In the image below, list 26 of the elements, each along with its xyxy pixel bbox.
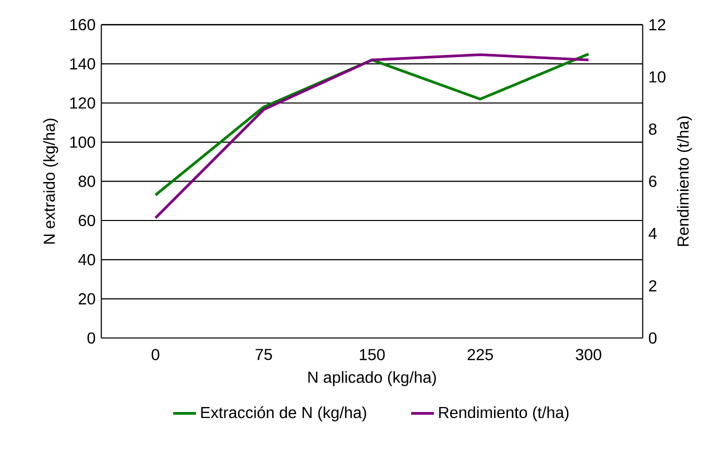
y2-tick-label: 6 (649, 176, 656, 187)
y-tick-label: 60 (78, 214, 96, 226)
legend-label: Rendimiento (t/ha) (439, 406, 568, 422)
x-tick-label: 300 (576, 348, 602, 360)
y2-tick-label: 12 (649, 19, 666, 30)
y2-tick-label: 0 (648, 332, 657, 344)
y2-tick-label: 8 (648, 123, 656, 135)
y2-axis-title: Rendimiento (t/ha) (677, 116, 692, 246)
y2-tick-label: 10 (649, 71, 666, 83)
y-tick-label: 20 (78, 293, 96, 304)
y2-tick-label: 2 (649, 280, 656, 292)
x-tick-label: 75 (256, 348, 272, 360)
x-tick-label: 225 (468, 348, 493, 360)
y-tick-label: 120 (70, 97, 96, 109)
y-tick-label: 40 (78, 254, 96, 266)
y-tick-label: 0 (87, 332, 96, 344)
y-tick-label: 100 (70, 136, 96, 148)
legend-label: Extracción de N (kg/ha) (201, 406, 366, 422)
x-tick-label: 150 (360, 348, 385, 360)
y-tick-label: 160 (70, 19, 96, 30)
y-tick-label: 80 (78, 176, 96, 187)
x-tick-label: 0 (152, 348, 160, 360)
x-axis-title: N aplicado (kg/ha) (308, 371, 436, 386)
y-tick-label: 140 (70, 58, 96, 70)
y2-tick-label: 4 (648, 228, 657, 240)
y-axis-title: N extraido (kg/ha) (43, 118, 58, 244)
